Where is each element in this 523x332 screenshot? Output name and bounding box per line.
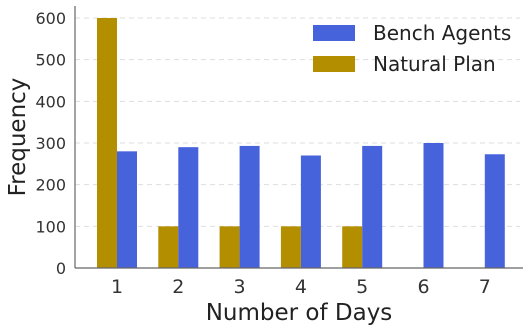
y-tick-label: 400 bbox=[35, 92, 66, 111]
bar-natural-plan bbox=[342, 226, 363, 268]
bar-natural-plan bbox=[219, 226, 240, 268]
bar-bench-agents bbox=[117, 151, 137, 268]
x-tick-label: 3 bbox=[234, 276, 246, 298]
x-tick-label: 1 bbox=[111, 276, 123, 298]
axes bbox=[74, 6, 523, 269]
x-tick-labels: 1 2 3 4 5 6 7 bbox=[111, 276, 491, 298]
y-axis-title: Frequency bbox=[5, 78, 31, 197]
bar-bench-agents bbox=[178, 147, 199, 268]
y-tick-label: 200 bbox=[35, 176, 66, 195]
bars bbox=[97, 18, 505, 268]
legend-swatch bbox=[313, 25, 355, 41]
bar-natural-plan bbox=[158, 226, 179, 268]
bar-bench-agents bbox=[484, 154, 505, 268]
y-tick-labels: 0 100 200 300 400 500 600 bbox=[35, 9, 66, 278]
x-axis-title: Number of Days bbox=[206, 300, 393, 326]
x-tick-label: 6 bbox=[417, 276, 429, 298]
bar-natural-plan bbox=[97, 18, 117, 268]
bar-bench-agents bbox=[239, 145, 260, 268]
y-tick-label: 0 bbox=[56, 259, 66, 278]
legend-swatch bbox=[313, 56, 355, 72]
y-tick-label: 600 bbox=[35, 9, 66, 28]
legend-label: Bench Agents bbox=[373, 21, 511, 45]
y-tick-label: 500 bbox=[35, 51, 66, 70]
bar-natural-plan bbox=[280, 226, 301, 268]
legend-label: Natural Plan bbox=[373, 52, 496, 76]
x-tick-label: 5 bbox=[356, 276, 368, 298]
bar-bench-agents bbox=[423, 143, 444, 268]
y-tick-label: 100 bbox=[35, 217, 66, 236]
y-tick-label: 300 bbox=[35, 134, 66, 153]
x-tick-label: 4 bbox=[295, 276, 307, 298]
legend: Bench Agents Natural Plan bbox=[313, 21, 511, 76]
bar-bench-agents bbox=[300, 155, 321, 268]
bar-bench-agents bbox=[362, 145, 383, 268]
x-tick-label: 7 bbox=[479, 276, 491, 298]
grid-lines bbox=[75, 17, 520, 227]
x-tick-label: 2 bbox=[172, 276, 184, 298]
